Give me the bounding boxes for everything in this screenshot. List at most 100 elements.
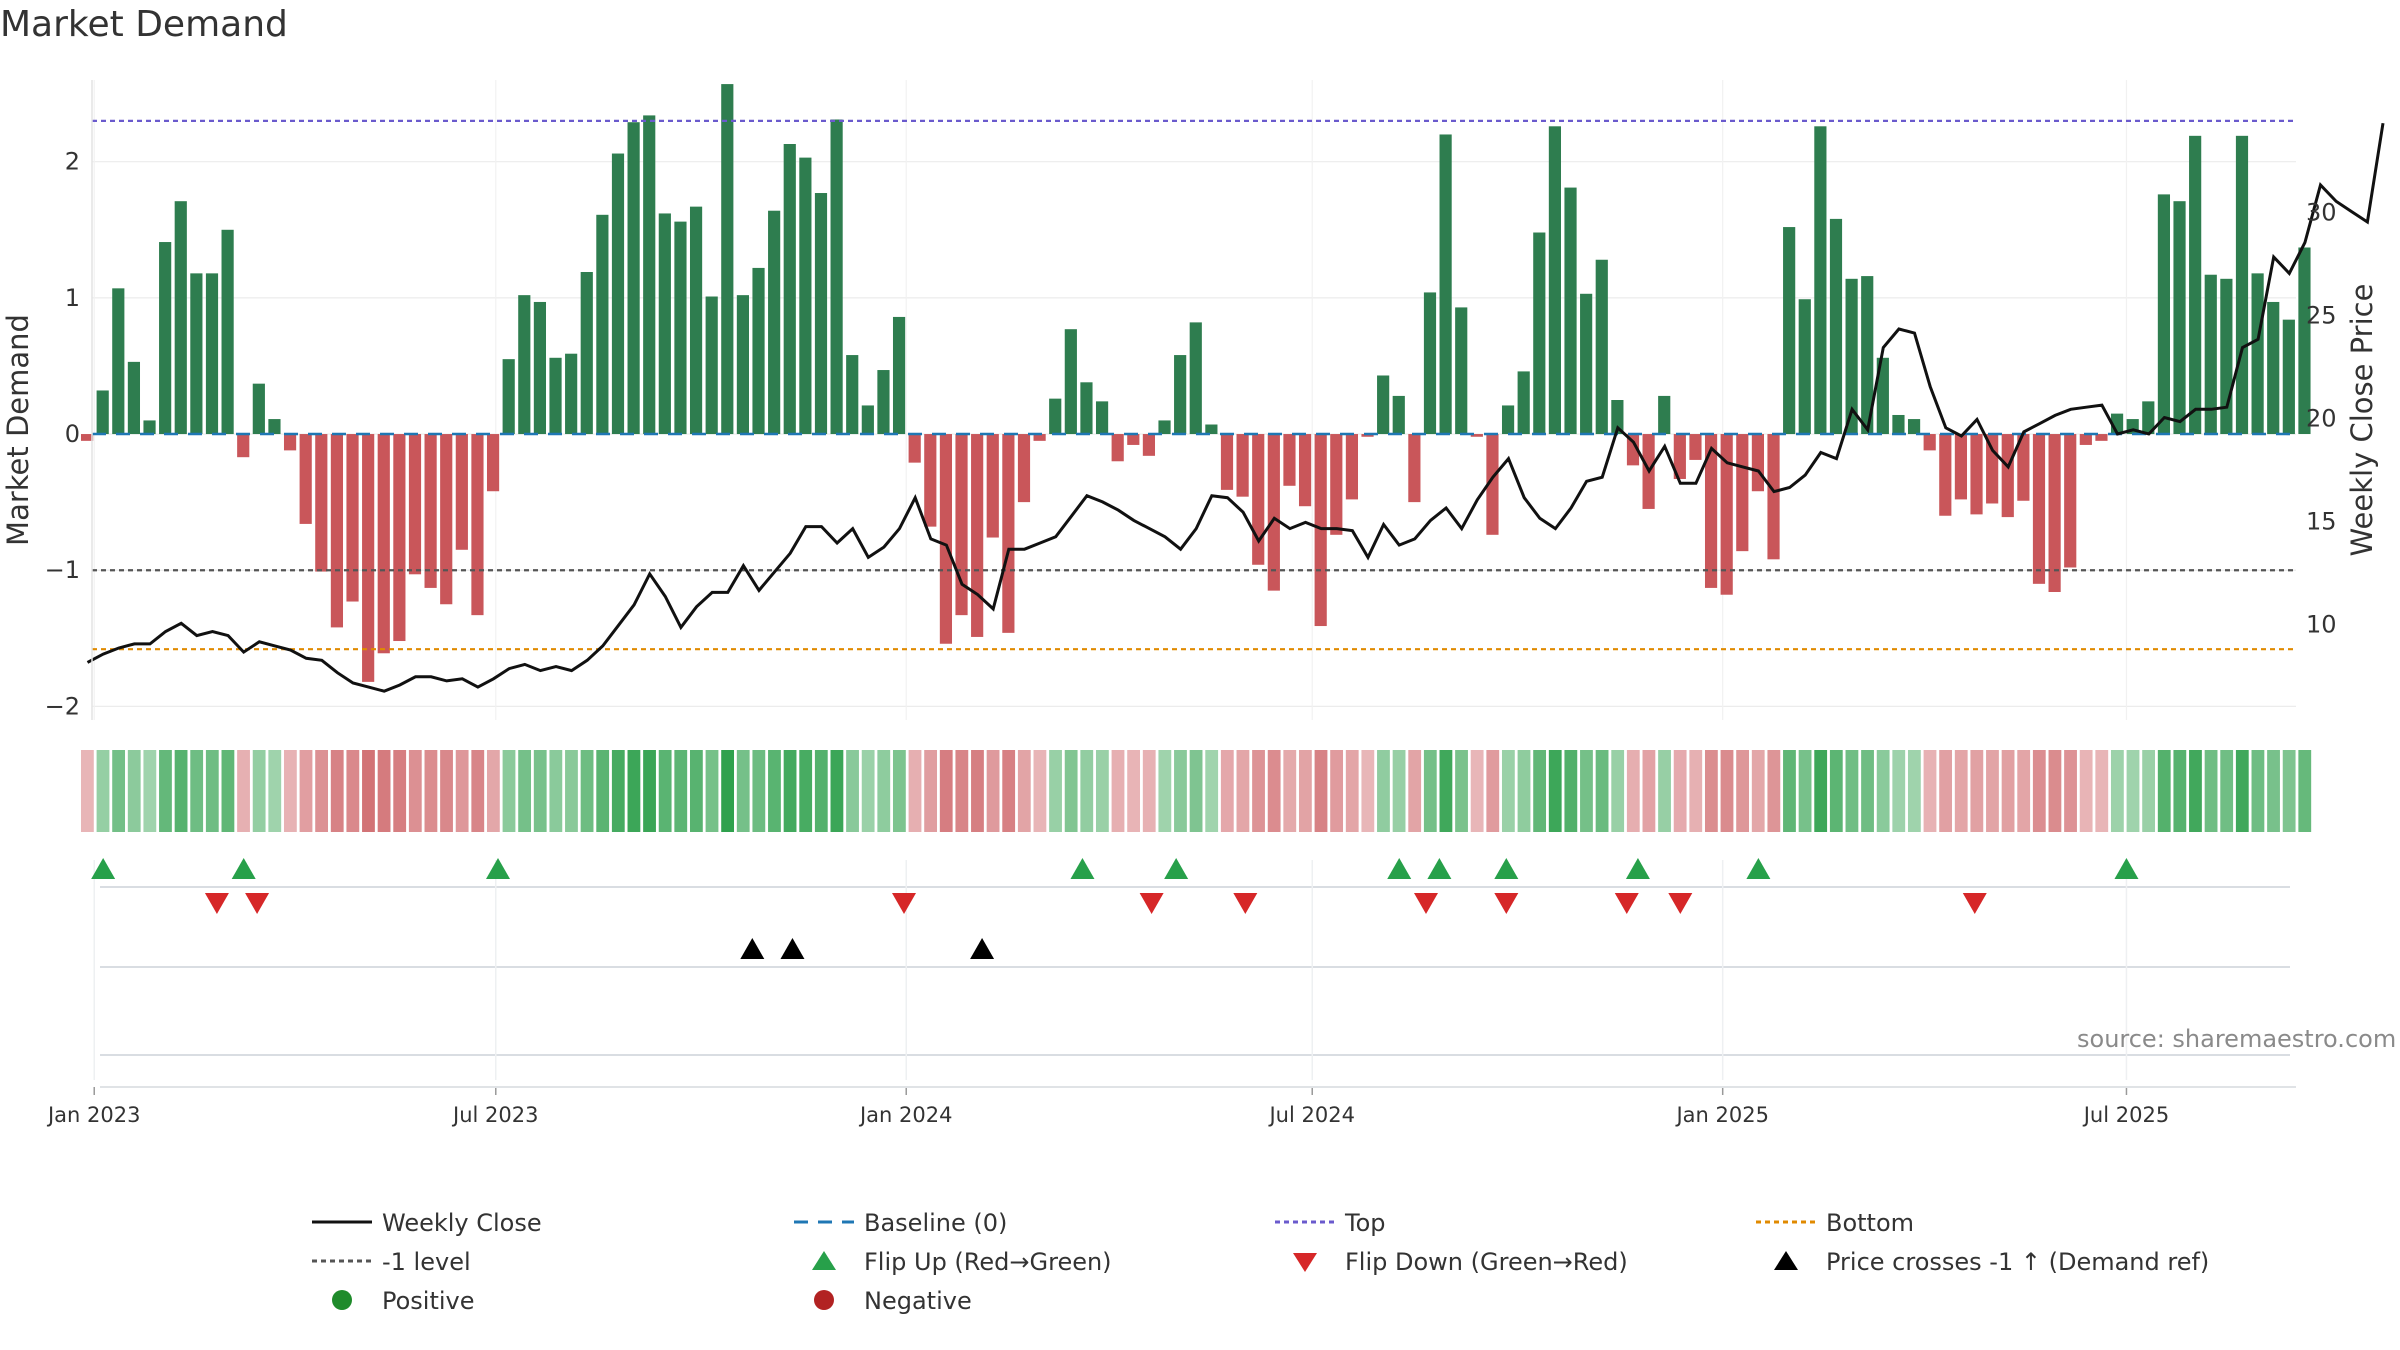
heat-cell xyxy=(1642,750,1656,832)
price-cross-marker xyxy=(740,938,765,959)
demand-bar xyxy=(846,355,859,435)
demand-bar xyxy=(2267,301,2280,435)
demand-bar xyxy=(455,434,468,550)
heat-cell xyxy=(1049,750,1062,832)
demand-bar xyxy=(1814,126,1827,435)
demand-bar xyxy=(611,153,625,435)
heat-cell xyxy=(643,750,656,832)
heat-cell xyxy=(1876,750,1890,832)
demand-bar xyxy=(1298,434,1312,507)
demand-bar xyxy=(627,122,640,435)
demand-bar xyxy=(1923,434,1936,451)
demand-bar xyxy=(518,295,531,435)
heat-cell xyxy=(362,750,375,832)
demand-bar xyxy=(736,295,750,435)
demand-bar xyxy=(1954,434,1968,500)
demand-bar xyxy=(1658,395,1671,435)
heat-cell xyxy=(1283,750,1297,832)
y2-axis-label: Weekly Close Price xyxy=(2345,284,2379,557)
demand-bar xyxy=(2173,201,2186,435)
heat-cell xyxy=(518,750,532,832)
heat-cell xyxy=(1298,750,1312,832)
demand-bar xyxy=(799,157,812,435)
flip-down-marker xyxy=(1233,893,1258,914)
demand-bar xyxy=(1611,400,1624,435)
heat-cell xyxy=(96,750,110,832)
demand-bar xyxy=(689,206,703,435)
flip-up-marker xyxy=(1070,858,1095,879)
demand-bar xyxy=(2095,434,2108,441)
heat-cell xyxy=(424,750,438,832)
heat-cell xyxy=(2048,750,2062,832)
demand-bar xyxy=(393,434,406,642)
heat-cell xyxy=(1127,750,1141,832)
demand-bar xyxy=(252,383,265,435)
circle-icon xyxy=(814,1290,834,1310)
demand-bar xyxy=(1595,259,1608,435)
heat-cell xyxy=(440,750,453,832)
demand-bar xyxy=(814,193,828,435)
price-cross-marker xyxy=(780,938,805,959)
heat-cell xyxy=(159,750,172,832)
triangle-up-icon xyxy=(1774,1251,1798,1270)
demand-bar xyxy=(1252,434,1265,565)
demand-bar xyxy=(471,434,484,616)
demand-bar xyxy=(1767,434,1780,560)
demand-bar xyxy=(2048,434,2061,592)
heat-cell xyxy=(1736,750,1750,832)
demand-bar xyxy=(2017,434,2030,501)
demand-bar xyxy=(112,288,125,435)
demand-bar xyxy=(1283,434,1296,486)
heat-cell xyxy=(1017,750,1031,832)
heat-cell xyxy=(1158,750,1172,832)
heat-cell xyxy=(565,750,578,832)
demand-bar xyxy=(2079,434,2092,445)
demand-bar xyxy=(1408,434,1421,503)
demand-bar xyxy=(1002,434,1015,633)
heat-cell xyxy=(2017,750,2031,832)
heat-cell xyxy=(2282,750,2296,832)
legend-label: Flip Down (Green→Red) xyxy=(1345,1248,1628,1276)
demand-bar xyxy=(768,210,781,435)
heat-cell xyxy=(1564,750,1578,832)
heat-cell xyxy=(627,750,641,832)
legend-label: Negative xyxy=(864,1287,972,1315)
flip-up-marker xyxy=(1427,858,1452,879)
heat-cell xyxy=(1189,750,1203,832)
flip-up-marker xyxy=(231,858,256,879)
demand-bar xyxy=(1829,218,1843,435)
demand-bar xyxy=(424,434,437,588)
demand-bar xyxy=(705,296,718,435)
heat-cell xyxy=(377,750,391,832)
demand-bar xyxy=(159,242,172,435)
heat-cell xyxy=(1986,750,1999,832)
heat-cell xyxy=(2079,750,2093,832)
y2-tick-label: 20 xyxy=(2306,404,2337,432)
heat-cell xyxy=(971,750,984,832)
line-solid-icon xyxy=(312,1220,372,1224)
demand-bar xyxy=(533,301,547,435)
heat-cell xyxy=(1954,750,1968,832)
demand-bar xyxy=(2189,135,2202,435)
legend-label: Weekly Close xyxy=(382,1209,542,1237)
heat-cell xyxy=(2298,750,2312,832)
legend-label: Flip Up (Red→Green) xyxy=(864,1248,1112,1276)
heat-cell xyxy=(689,750,703,832)
heat-cell xyxy=(1517,750,1531,832)
heat-cell xyxy=(471,750,485,832)
heat-cell xyxy=(1111,750,1125,832)
heat-cell xyxy=(596,750,610,832)
heat-cell xyxy=(861,750,875,832)
heat-cell xyxy=(2173,750,2187,832)
demand-bar xyxy=(502,359,515,435)
demand-bar xyxy=(1486,434,1499,535)
heat-cell xyxy=(1548,750,1562,832)
heat-cell xyxy=(1002,750,1016,832)
heat-cell xyxy=(486,750,500,832)
heat-cell xyxy=(736,750,750,832)
flip-up-marker xyxy=(2114,858,2139,879)
demand-bar xyxy=(96,390,109,435)
demand-bar xyxy=(1158,420,1171,435)
demand-bar xyxy=(596,214,609,435)
demand-bar xyxy=(205,273,219,435)
